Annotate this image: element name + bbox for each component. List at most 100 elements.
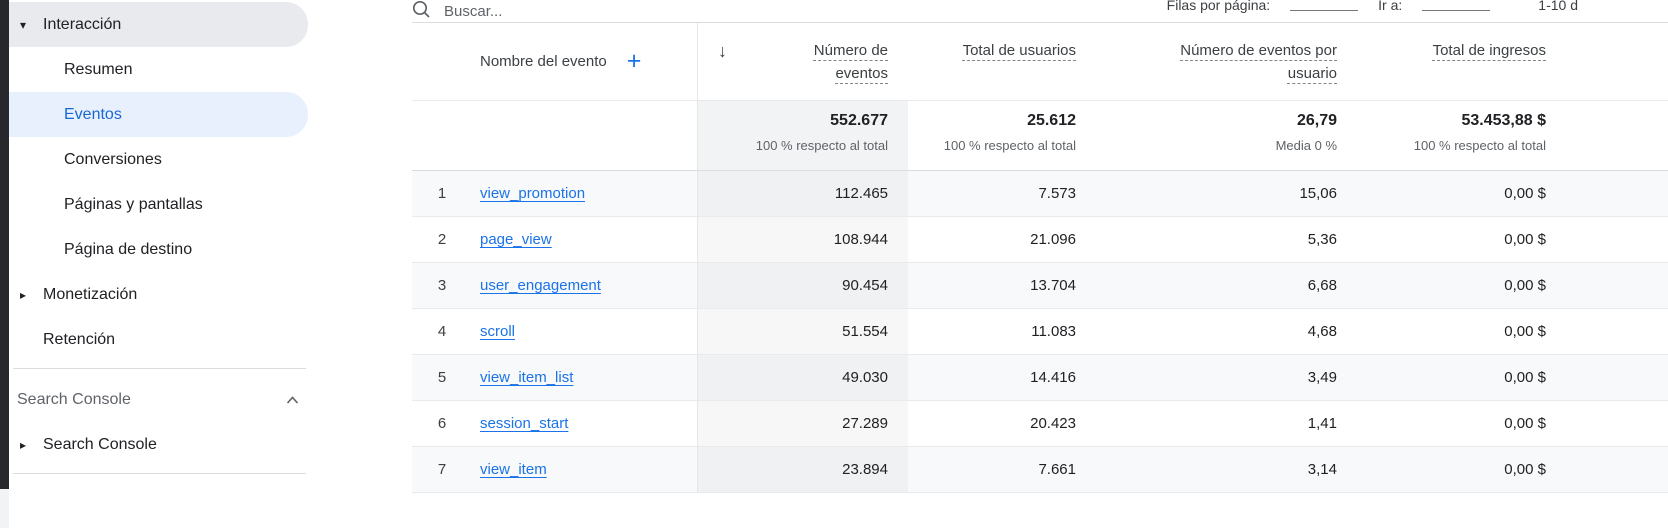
events-per-user-value: 3,14 — [1307, 461, 1337, 478]
events-per-user-value: 3,49 — [1307, 369, 1337, 386]
sidebar-item-search-console[interactable]: ▸ Search Console — [9, 422, 308, 467]
table-body: 1 view_promotion 112.465 7.573 15,06 0,0… — [412, 171, 1668, 493]
header-events-cell: ↓ Número de eventos — [697, 23, 908, 100]
events-column-header[interactable]: Número de eventos — [813, 42, 888, 82]
events-per-user-value: 4,68 — [1307, 323, 1337, 340]
sidebar-item-label: Interacción — [43, 15, 122, 33]
event-name-link[interactable]: user_engagement — [480, 277, 601, 294]
totals-events-per-user-cell: 26,79 Media 0 % — [1096, 101, 1357, 170]
search-placeholder[interactable]: Buscar... — [444, 3, 503, 20]
total-revenue-value: 0,00 $ — [1504, 231, 1546, 248]
table-row: 2 page_view 108.944 21.096 5,36 0,00 $ — [412, 217, 1668, 263]
event-count-value: 23.894 — [842, 461, 888, 478]
rows-per-page-select[interactable] — [1290, 6, 1359, 11]
sidebar-section-search-console[interactable]: Search Console — [9, 377, 299, 422]
row-index: 3 — [437, 277, 447, 294]
sidebar-item-conversiones[interactable]: Conversiones — [9, 137, 308, 182]
sort-descending-icon[interactable]: ↓ — [718, 41, 727, 61]
event-name-link[interactable]: scroll — [480, 323, 516, 340]
header-events-per-user-cell: Número de eventos por usuario — [1096, 23, 1357, 100]
event-count-value: 27.289 — [842, 415, 888, 432]
sidebar-item-resumen[interactable]: Resumen — [9, 47, 308, 92]
sidebar-divider — [13, 473, 306, 474]
table-row: 6 session_start 27.289 20.423 1,41 0,00 … — [412, 401, 1668, 447]
sidebar-item-interaccion[interactable]: ▾ Interacción — [9, 2, 308, 47]
row-index: 2 — [437, 231, 447, 248]
sidebar-item-label: Monetización — [43, 285, 138, 303]
event-name-link[interactable]: page_view — [480, 231, 552, 248]
total-users-value: 20.423 — [1030, 415, 1076, 432]
row-index: 1 — [437, 185, 447, 202]
sidebar-item-label: Página de destino — [64, 240, 193, 258]
users-column-header[interactable]: Total de usuarios — [962, 42, 1076, 59]
revenue-column-header[interactable]: Total de ingresos — [1432, 42, 1546, 59]
caret-right-icon: ▸ — [20, 287, 27, 302]
events-per-user-value: 15,06 — [1299, 185, 1337, 202]
caret-right-icon: ▸ — [20, 437, 27, 452]
table-search[interactable]: Buscar... — [412, 0, 502, 22]
total-revenue-value: 0,00 $ — [1504, 461, 1546, 478]
sidebar-section-label: Search Console — [17, 390, 131, 408]
event-count-value: 90.454 — [842, 277, 888, 294]
event-name-link[interactable]: view_promotion — [480, 185, 586, 202]
totals-users-cell: 25.612 100 % respecto al total — [908, 101, 1096, 170]
event-count-value: 51.554 — [842, 323, 888, 340]
row-index: 6 — [437, 415, 447, 432]
events-per-user-value: 6,68 — [1307, 277, 1337, 294]
goto-input[interactable] — [1422, 6, 1491, 11]
total-revenue-value: 0,00 $ — [1504, 323, 1546, 340]
add-dimension-button[interactable]: + — [626, 47, 642, 75]
events-per-user-column-header[interactable]: Número de eventos por usuario — [1180, 42, 1337, 82]
header-event-name-cell: Nombre del evento + — [472, 23, 697, 100]
row-index: 5 — [437, 369, 447, 386]
sidebar-item-monetizacion[interactable]: ▸ Monetización — [9, 272, 308, 317]
table-row: 5 view_item_list 49.030 14.416 3,49 0,00… — [412, 355, 1668, 401]
event-count-value: 112.465 — [834, 185, 888, 202]
scrollbar-thumb[interactable] — [0, 0, 9, 489]
total-users-value: 7.573 — [1038, 185, 1076, 202]
sidebar-item-eventos[interactable]: Eventos — [9, 92, 308, 137]
event-count-value: 49.030 — [842, 369, 888, 386]
total-users-value: 11.083 — [1031, 323, 1076, 340]
sidebar-item-retencion[interactable]: Retención — [9, 317, 308, 362]
event-name-column-header[interactable]: Nombre del evento — [480, 53, 607, 70]
events-table: Nombre del evento + ↓ Número de eventos … — [412, 22, 1668, 493]
event-name-link[interactable]: view_item_list — [480, 369, 574, 386]
totals-events-subtext: 100 % respecto al total — [755, 138, 888, 153]
row-index: 7 — [437, 461, 447, 478]
rows-per-page-label: Filas por página: — [1166, 0, 1271, 13]
report-nav-sidebar: ▾ Interacción Resumen Eventos Conversion… — [9, 0, 370, 528]
total-users-value: 14.416 — [1030, 369, 1076, 386]
sidebar-item-label: Páginas y pantallas — [64, 195, 203, 213]
table-row: 7 view_item 23.894 7.661 3,14 0,00 $ — [412, 447, 1668, 493]
table-row: 3 user_engagement 90.454 13.704 6,68 0,0… — [412, 263, 1668, 309]
sidebar-item-paginas-y-pantallas[interactable]: Páginas y pantallas — [9, 182, 308, 227]
total-revenue-value: 0,00 $ — [1504, 415, 1546, 432]
goto-label: Ir a: — [1378, 0, 1403, 13]
sidebar-item-label: Conversiones — [64, 150, 162, 168]
total-revenue-value: 0,00 $ — [1504, 369, 1546, 386]
event-name-link[interactable]: view_item — [480, 461, 547, 478]
table-totals-row: 552.677 100 % respecto al total 25.612 1… — [412, 101, 1668, 171]
table-row: 1 view_promotion 112.465 7.573 15,06 0,0… — [412, 171, 1668, 217]
total-revenue-value: 0,00 $ — [1504, 277, 1546, 294]
report-main: Buscar... Filas por página: Ir a: 1-10 d… — [370, 0, 1668, 528]
row-index: 4 — [437, 323, 447, 340]
event-name-link[interactable]: session_start — [480, 415, 569, 432]
event-count-value: 108.944 — [833, 231, 888, 248]
table-toolbar: Buscar... Filas por página: Ir a: 1-10 d — [412, 0, 1668, 22]
sidebar-item-label: Eventos — [64, 105, 122, 123]
totals-events-per-user-value: 26,79 — [1296, 112, 1337, 129]
caret-down-icon: ▾ — [20, 17, 27, 32]
events-per-user-value: 1,41 — [1307, 415, 1337, 432]
total-revenue-value: 0,00 $ — [1504, 185, 1546, 202]
sidebar-item-label: Retención — [43, 330, 116, 348]
totals-revenue-value: 53.453,88 $ — [1461, 112, 1546, 129]
sidebar-divider — [13, 368, 306, 369]
left-scrollbar[interactable] — [0, 0, 9, 528]
header-rank-cell — [412, 23, 472, 100]
totals-revenue-cell: 53.453,88 $ 100 % respecto al total — [1357, 101, 1668, 170]
search-icon — [412, 0, 430, 22]
sidebar-item-pagina-de-destino[interactable]: Página de destino — [9, 227, 308, 272]
sidebar-item-label: Resumen — [64, 60, 133, 78]
